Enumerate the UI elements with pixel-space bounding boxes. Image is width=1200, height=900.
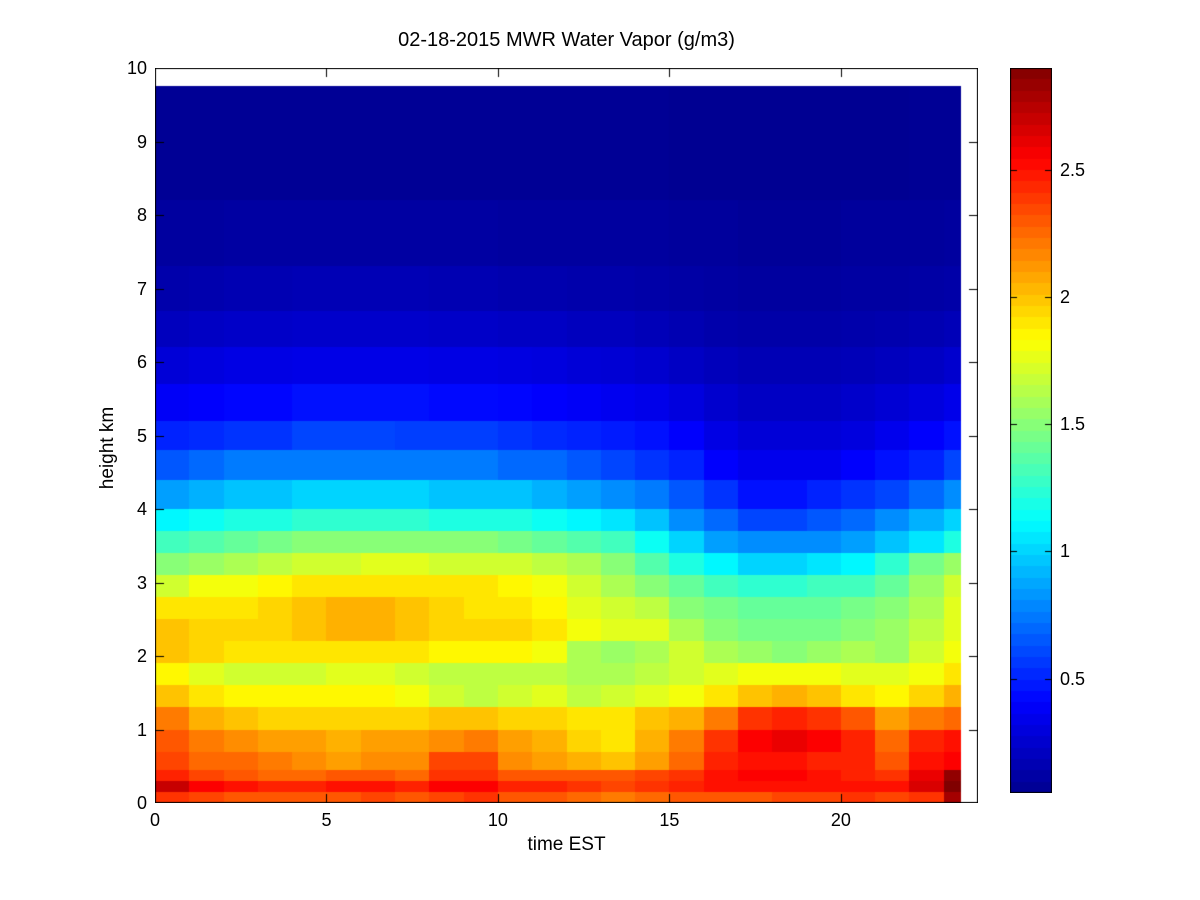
x-tick-label: 0 <box>149 810 160 830</box>
y-tick-label: 5 <box>136 425 147 446</box>
y-tick-label: 2 <box>136 646 147 666</box>
x-tick-label: 10 <box>487 810 508 830</box>
x-tick-label: 20 <box>830 810 851 830</box>
y-tick-label: 0 <box>136 793 147 813</box>
y-tick-label: 4 <box>136 499 147 519</box>
y-axis-label: height km <box>97 406 118 489</box>
y-tick-label: 9 <box>136 131 147 152</box>
colorbar-tick-label: 1 <box>1060 541 1071 562</box>
y-tick-label: 7 <box>136 278 147 299</box>
colorbar-tick-label: 0.5 <box>1060 668 1086 689</box>
x-tick-label: 15 <box>659 810 680 830</box>
colorbar-tick-label: 1.5 <box>1060 414 1086 435</box>
y-tick-label: 1 <box>136 719 147 740</box>
y-tick-label: 10 <box>126 58 147 78</box>
colorbar-tick-label: 2 <box>1060 286 1071 307</box>
y-tick-label: 6 <box>136 352 147 372</box>
heatmap-plot <box>155 68 978 803</box>
x-tick-label: 5 <box>321 810 332 830</box>
colorbar-tick-label: 2.5 <box>1060 159 1086 180</box>
chart-title: 02-18-2015 MWR Water Vapor (g/m3) <box>398 29 735 51</box>
x-axis-label: time EST <box>527 834 606 855</box>
y-tick-label: 3 <box>136 572 147 593</box>
y-tick-label: 8 <box>136 205 147 225</box>
colorbar <box>1010 68 1052 793</box>
